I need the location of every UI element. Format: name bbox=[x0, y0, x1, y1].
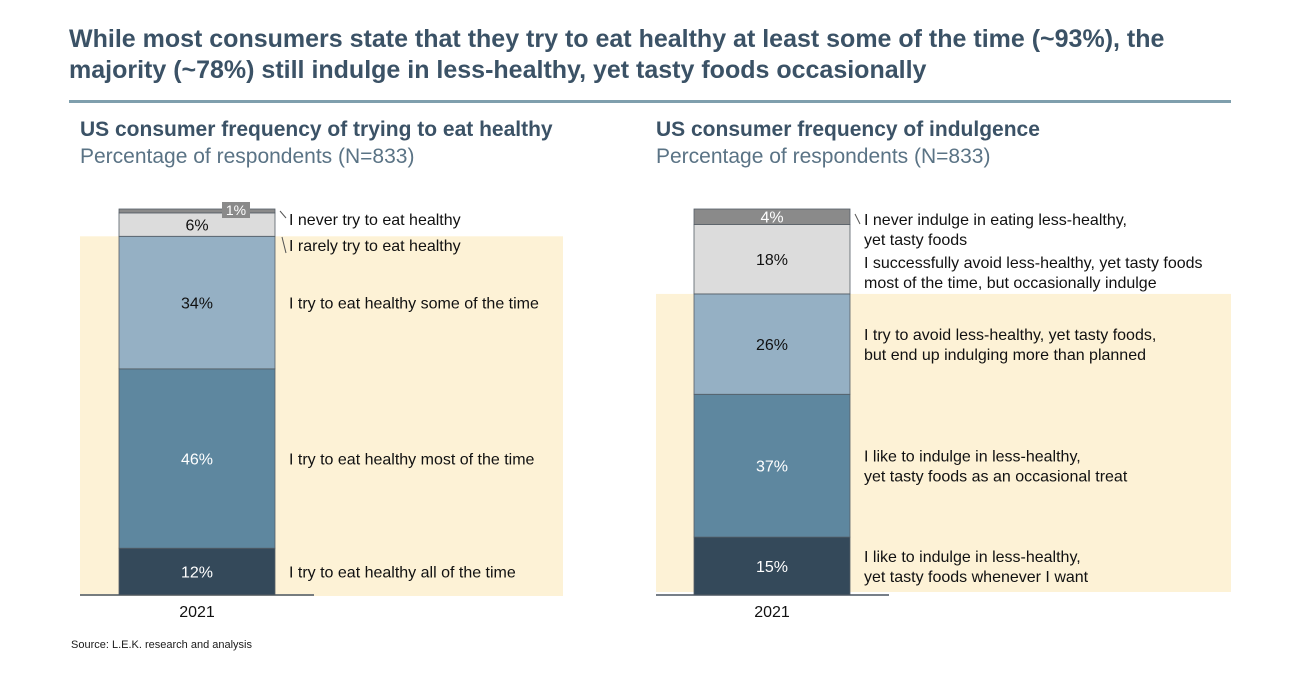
chart-2-category-label: I try to avoid less-healthy, yet tasty f… bbox=[864, 327, 1156, 364]
chart-1-bar-segment bbox=[118, 235, 276, 370]
chart-2-value-label: 15% bbox=[756, 559, 788, 576]
chart-1-subtitle: Percentage of respondents (N=833) bbox=[80, 145, 415, 168]
chart-2-leader-line bbox=[854, 213, 861, 225]
source-note: Source: L.E.K. research and analysis bbox=[71, 639, 252, 651]
chart-2-category-label: I never indulge in eating less-healthy, y… bbox=[864, 212, 1127, 249]
chart-1-category-label: I try to eat healthy most of the time bbox=[289, 452, 535, 469]
chart-2-bar-segment bbox=[693, 224, 851, 295]
chart-2-category-label: I like to indulge in less-healthy, yet ta… bbox=[864, 449, 1128, 486]
chart-2-value-label: 4% bbox=[760, 210, 783, 227]
chart-2-value-label: 26% bbox=[756, 337, 788, 354]
title-divider bbox=[69, 100, 1231, 103]
chart-1-category-label: I try to eat healthy all of the time bbox=[289, 565, 516, 582]
chart-1-value-tag bbox=[222, 202, 250, 218]
chart-1-leader-line bbox=[281, 236, 287, 254]
chart-1-value-label: 1% bbox=[226, 202, 246, 218]
chart-1-category-label: I rarely try to eat healthy bbox=[289, 238, 461, 255]
chart-2-category-label: I like to indulge in less-healthy, yet ta… bbox=[864, 549, 1089, 586]
page-title: While most consumers state that they try… bbox=[69, 25, 1165, 84]
chart-2-title: US consumer frequency of indulgence bbox=[656, 118, 1040, 141]
chart-1-title: US consumer frequency of trying to eat h… bbox=[80, 118, 553, 141]
chart-2-bar-segment bbox=[693, 208, 851, 225]
chart-2-value-label: 37% bbox=[756, 459, 788, 476]
chart-1-x-tick-label: 2021 bbox=[179, 604, 215, 621]
chart-1-bar-segment bbox=[118, 368, 276, 549]
chart-1-bar-segment bbox=[118, 208, 276, 214]
chart-1-value-label: 46% bbox=[181, 452, 213, 469]
chart-2-bar-segment bbox=[693, 293, 851, 395]
chart-1-leader-line bbox=[279, 210, 287, 219]
chart-1-value-label: 6% bbox=[185, 218, 208, 235]
chart-2-subtitle: Percentage of respondents (N=833) bbox=[656, 145, 991, 168]
chart-2-x-tick-label: 2021 bbox=[754, 604, 790, 621]
chart-1-category-label: I never try to eat healthy bbox=[289, 212, 461, 229]
chart-2-value-label: 18% bbox=[756, 252, 788, 269]
chart-2-bar-segment bbox=[693, 536, 851, 596]
chart-1-value-label: 34% bbox=[181, 296, 213, 313]
chart-1-bar-segment bbox=[118, 547, 276, 596]
chart-1-value-label: 12% bbox=[181, 565, 213, 582]
chart-1-category-label: I try to eat healthy some of the time bbox=[289, 296, 539, 313]
chart-2-category-label: I successfully avoid less-healthy, yet t… bbox=[864, 255, 1203, 292]
